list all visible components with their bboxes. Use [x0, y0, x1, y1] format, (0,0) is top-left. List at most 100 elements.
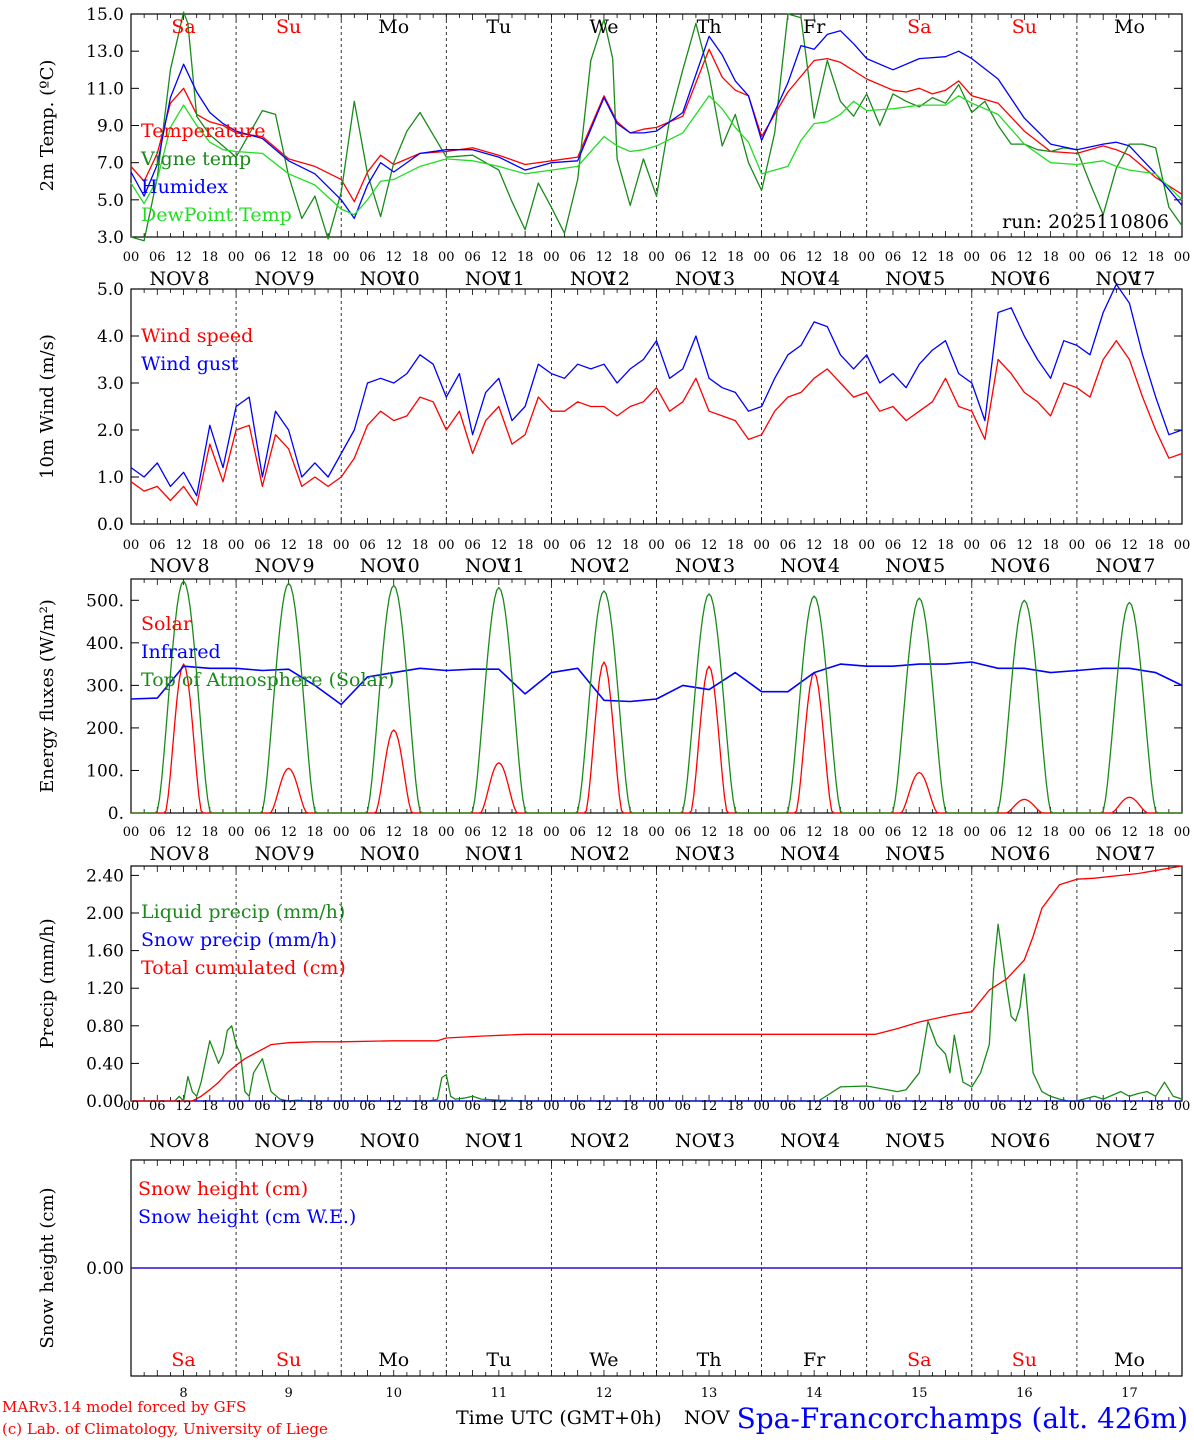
energy-hour-label: 18 [517, 825, 534, 840]
wind-hour-label: 18 [622, 538, 639, 553]
wind-hour-label: 06 [464, 538, 481, 553]
temp-hour-label: 00 [648, 250, 665, 265]
snow-date-label: 9 [285, 1386, 293, 1401]
temp-date-month: NOV [570, 268, 616, 290]
precip-hour-label: 18 [727, 1099, 744, 1114]
temp-date-month: NOV [360, 268, 406, 290]
precip-hour-label: 00 [543, 1099, 560, 1114]
precip-hour-label: 00 [1174, 1099, 1191, 1114]
precip-date-month: NOV [570, 1130, 616, 1152]
precip-hour-label: 12 [596, 1099, 613, 1114]
wind-legend-wind-speed: Wind speed [141, 325, 253, 347]
temp-date-day: 11 [501, 268, 525, 290]
wind-hour-label: 18 [1147, 538, 1164, 553]
energy-legend-solar: Solar [141, 613, 193, 635]
temp-hour-label: 18 [937, 250, 954, 265]
precip-date-day: 14 [816, 1130, 840, 1152]
temp-ytick-label: 15.0 [86, 5, 124, 25]
snow-date-label: 16 [1016, 1386, 1033, 1401]
temp-hour-label: 18 [202, 250, 219, 265]
precip-date-month: NOV [1095, 1130, 1141, 1152]
energy-date-day: 13 [711, 843, 735, 865]
temp-hour-label: 06 [149, 250, 166, 265]
precip-hour-label: 06 [1095, 1099, 1112, 1114]
precip-date-day: 17 [1131, 1130, 1155, 1152]
wind-ytick-label: 0.0 [97, 515, 124, 535]
temp-ytick-label: 7.0 [97, 154, 124, 174]
precip-hour-label: 06 [885, 1099, 902, 1114]
energy-date-day: 10 [396, 843, 420, 865]
temp-hour-label: 12 [1016, 250, 1033, 265]
panel-temp: 3.0 5.0 7.0 9.0 11.0 13.0 15.0 2m Temp. (ºC) Tem… [37, 5, 1190, 290]
snow-date-label: 17 [1121, 1386, 1138, 1401]
energy-hour-label: 12 [701, 825, 718, 840]
snow-dow-label: Tu [486, 1349, 511, 1371]
energy-hour-label: 18 [622, 825, 639, 840]
temp-ytick-label: 11.0 [86, 79, 124, 99]
precip-ytick-label: 0.80 [86, 1017, 124, 1037]
precip-date-day: 11 [501, 1130, 525, 1152]
wind-hour-label: 18 [937, 538, 954, 553]
energy-hour-label: 00 [543, 825, 560, 840]
wind-date-day: 14 [816, 555, 840, 577]
energy-hour-label: 12 [1016, 825, 1033, 840]
energy-hour-label: 12 [385, 825, 402, 840]
wind-date-month: NOV [990, 555, 1036, 577]
energy-series-infrared [130, 661, 1183, 706]
precip-date-month: NOV [675, 1130, 721, 1152]
wind-hour-label: 12 [701, 538, 718, 553]
temp-dow-label: We [589, 16, 618, 38]
energy-ylabel: Energy fluxes (W/m²) [37, 599, 58, 793]
temp-hour-label: 12 [806, 250, 823, 265]
snow-date-label: 14 [806, 1386, 823, 1401]
temp-hour-label: 06 [569, 250, 586, 265]
wind-date-month: NOV [570, 555, 616, 577]
precip-hour-label: 18 [412, 1099, 429, 1114]
energy-hour-label: 00 [753, 825, 770, 840]
energy-date-month: NOV [360, 843, 406, 865]
temp-hour-label: 00 [1174, 250, 1191, 265]
wind-hour-label: 06 [675, 538, 692, 553]
precip-ytick-label: 2.00 [86, 904, 124, 924]
precip-date-month: NOV [990, 1130, 1036, 1152]
snow-legend-snow-height-cm: Snow height (cm) [138, 1178, 308, 1200]
energy-hour-label: 00 [333, 825, 350, 840]
wind-date-day: 15 [921, 555, 945, 577]
energy-hour-label: 00 [123, 825, 140, 840]
wind-hour-label: 06 [149, 538, 166, 553]
precip-hour-label: 06 [359, 1099, 376, 1114]
snow-dow-label: We [589, 1349, 618, 1371]
wind-series-wind-gust [130, 283, 1183, 497]
precip-hour-label: 18 [622, 1099, 639, 1114]
precip-hour-label: 12 [806, 1099, 823, 1114]
wind-hour-label: 00 [648, 538, 665, 553]
wind-hour-label: 00 [228, 538, 245, 553]
wind-hour-label: 06 [1095, 538, 1112, 553]
precip-hour-label: 06 [780, 1099, 797, 1114]
wind-hour-label: 18 [1042, 538, 1059, 553]
wind-ytick-label: 2.0 [97, 421, 124, 441]
temp-date-month: NOV [885, 268, 931, 290]
temp-date-day: 10 [396, 268, 420, 290]
energy-hour-label: 12 [1121, 825, 1138, 840]
precip-hour-label: 18 [517, 1099, 534, 1114]
temp-hour-label: 12 [701, 250, 718, 265]
energy-hour-label: 18 [1042, 825, 1059, 840]
precip-hour-label: 00 [858, 1099, 875, 1114]
precip-ytick-label: 0.00 [86, 1092, 124, 1112]
wind-hour-label: 00 [123, 538, 140, 553]
temp-legend-vigne-temp: Vigne temp [140, 148, 251, 170]
wind-hour-label: 00 [753, 538, 770, 553]
wind-date-day: 12 [606, 555, 630, 577]
energy-hour-label: 12 [596, 825, 613, 840]
temp-hour-label: 18 [412, 250, 429, 265]
energy-ytick-label: 200. [86, 719, 124, 739]
energy-hour-label: 00 [648, 825, 665, 840]
wind-date-day: 16 [1026, 555, 1050, 577]
precip-hour-label: 06 [990, 1099, 1007, 1114]
snow-dow-label: Sa [171, 1349, 195, 1371]
snow-dow-label: Su [1012, 1349, 1037, 1371]
precip-hour-label: 12 [911, 1099, 928, 1114]
energy-hour-label: 06 [149, 825, 166, 840]
